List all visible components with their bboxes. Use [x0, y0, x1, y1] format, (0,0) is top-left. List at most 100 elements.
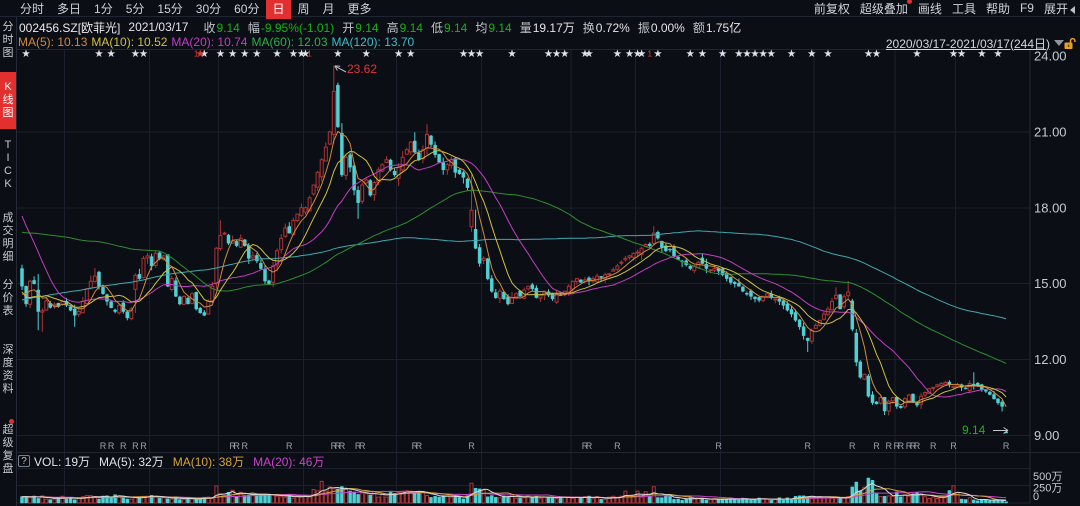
svg-text:★: ★ — [686, 49, 695, 59]
up-candle-bodies — [28, 90, 972, 412]
sidebar-item-timeline[interactable]: 分 时 图 — [2, 21, 14, 59]
chevron-down-icon — [1054, 40, 1064, 46]
ma-indicator-bar: MA(5): 10.13 MA(10): 10.52 MA(20): 10.74 MA… — [17, 35, 1080, 49]
svg-text:R: R — [468, 441, 475, 451]
period-tab-15min[interactable]: 15分 — [157, 1, 183, 16]
period-tabs: 分时 多日 1分 5分 15分 30分 60分 日 周 月 更多 — [14, 0, 379, 19]
period-tab-1min[interactable]: 1分 — [94, 1, 113, 16]
svg-text:★: ★ — [131, 49, 140, 59]
svg-text:R: R — [242, 441, 249, 451]
svg-text:12.00: 12.00 — [1034, 352, 1067, 367]
sidebar-item-depth-info[interactable]: 深 度 资 料 — [2, 344, 14, 395]
svg-text:★: ★ — [200, 49, 209, 59]
menu-forward-adjust[interactable]: 前复权 — [813, 1, 850, 16]
svg-text:R: R — [355, 441, 362, 451]
ma-value-MA5: MA(5): 10.13 — [18, 35, 88, 49]
period-tab-duori[interactable]: 多日 — [57, 1, 82, 16]
date-range-selector[interactable]: 2020/03/17-2021/03/17(244日) — [885, 36, 1064, 51]
svg-text:15.00: 15.00 — [1034, 276, 1067, 291]
notification-dot — [906, 0, 912, 4]
svg-text:R: R — [339, 441, 346, 451]
svg-text:★: ★ — [581, 49, 590, 59]
svg-text:1: 1 — [194, 49, 199, 59]
svg-text:★: ★ — [751, 49, 760, 59]
sidebar-item-super-replay[interactable]: 超 级 复 盘 — [2, 424, 14, 475]
svg-text:★: ★ — [787, 49, 796, 59]
period-tab-week[interactable]: 周 — [297, 1, 310, 16]
quote-field-换: 换0.72% — [582, 20, 630, 35]
svg-text:★: ★ — [585, 49, 594, 59]
stock-info-bar: 002456.SZ[欧菲光] 2021/03/17 收9.14 幅-9.95%(-… — [17, 18, 1080, 36]
volume-ma-values: VOL: 19万 MA(5): 32万 MA(10): 38万 MA(20): 46万 — [34, 453, 333, 470]
menu-collapse[interactable]: 展开 — [1039, 0, 1080, 19]
svg-text:★: ★ — [273, 49, 282, 59]
svg-text:★: ★ — [196, 49, 205, 59]
quote-field-收: 收9.14 — [203, 20, 240, 35]
menu-tools[interactable]: 工具 — [951, 1, 976, 16]
right-arrow-icon — [993, 426, 1009, 434]
period-tab-more[interactable]: 更多 — [347, 1, 372, 16]
svg-text:★: ★ — [637, 49, 646, 59]
sidebar-item-price-table[interactable]: 分 价 表 — [2, 279, 14, 317]
sidebar-item-kline[interactable]: K 线 图 — [0, 72, 16, 129]
svg-text:★: ★ — [824, 49, 833, 59]
period-tab-month[interactable]: 月 — [322, 1, 335, 16]
svg-text:R: R — [885, 441, 892, 451]
period-tab-day[interactable]: 日 — [266, 0, 291, 19]
svg-text:★: ★ — [508, 49, 517, 59]
stock-code[interactable]: 002456.SZ[欧菲光] — [19, 20, 121, 35]
svg-text:★: ★ — [459, 49, 468, 59]
svg-text:★: ★ — [544, 49, 553, 59]
sidebar-item-tick[interactable]: T I C K — [4, 139, 12, 190]
menu-draw-line[interactable]: 画线 — [917, 1, 942, 16]
svg-text:★: ★ — [297, 49, 306, 59]
svg-text:18.00: 18.00 — [1034, 200, 1067, 215]
svg-text:★: ★ — [872, 49, 881, 59]
svg-text:R: R — [140, 441, 147, 451]
svg-text:R: R — [894, 441, 901, 451]
quote-field-开: 开9.14 — [342, 20, 379, 35]
menu-super-overlay[interactable]: 超级叠加 — [855, 0, 913, 19]
svg-text:R: R — [614, 441, 621, 451]
help-icon[interactable]: ? — [18, 455, 30, 467]
vol-value-MA5: MA(5): 32万 — [99, 454, 164, 469]
svg-text:★: ★ — [957, 49, 966, 59]
last-price-value: 9.14 — [962, 423, 986, 437]
svg-text:R: R — [950, 441, 957, 451]
svg-text:★: ★ — [467, 49, 476, 59]
ma-value-MA60: MA(60): 12.03 — [251, 35, 328, 49]
period-tab-fenshi[interactable]: 分时 — [20, 1, 45, 16]
svg-text:250万: 250万 — [1033, 483, 1062, 495]
svg-text:★: ★ — [613, 49, 622, 59]
period-tab-5min[interactable]: 5分 — [125, 1, 145, 16]
svg-text:R: R — [898, 441, 905, 451]
menu-help[interactable]: 帮助 — [985, 1, 1010, 16]
svg-text:★: ★ — [949, 49, 958, 59]
sidebar-item-trade-detail[interactable]: 成 交 明 细 — [2, 212, 14, 263]
svg-text:1: 1 — [307, 49, 312, 59]
svg-text:★: ★ — [864, 49, 873, 59]
quote-fields: 收9.14 幅-9.95%(-1.01) 开9.14 高9.14 低9.14 均9.14 量… — [188, 19, 741, 36]
menu-f9[interactable]: F9 — [1019, 1, 1034, 15]
period-tab-60min[interactable]: 60分 — [234, 1, 260, 16]
vol-value-MA20: MA(20): 46万 — [253, 454, 325, 469]
svg-text:★: ★ — [334, 49, 343, 59]
period-tab-30min[interactable]: 30分 — [195, 1, 222, 16]
date-range-label[interactable]: 2020/03/17-2021/03/17(244日) — [885, 36, 1050, 51]
svg-text:★: ★ — [807, 49, 816, 59]
svg-text:R: R — [873, 441, 880, 451]
svg-text:★: ★ — [407, 49, 416, 59]
svg-text:★: ★ — [240, 49, 249, 59]
vol-value-VOL: VOL: 19万 — [34, 454, 91, 469]
unlock-icon[interactable] — [1063, 37, 1076, 50]
svg-text:★: ★ — [978, 49, 987, 59]
quote-field-高: 高9.14 — [386, 20, 423, 35]
svg-text:★: ★ — [394, 49, 403, 59]
svg-text:★: ★ — [301, 49, 310, 59]
svg-text:★: ★ — [107, 49, 116, 59]
svg-text:★: ★ — [139, 49, 148, 59]
svg-text:R: R — [286, 441, 293, 451]
svg-text:R: R — [108, 441, 115, 451]
svg-text:R: R — [906, 441, 913, 451]
